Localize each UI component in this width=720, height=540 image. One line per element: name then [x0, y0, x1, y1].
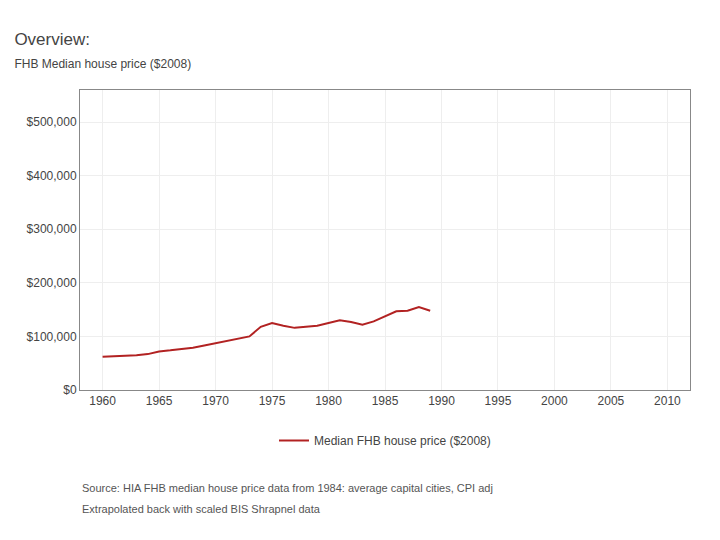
- svg-text:$0: $0: [63, 383, 77, 397]
- svg-text:2005: 2005: [598, 394, 625, 408]
- svg-text:FHB Median house price ($2008): FHB Median house price ($2008): [14, 57, 191, 71]
- svg-text:Median FHB house price ($2008): Median FHB house price ($2008): [314, 434, 491, 448]
- svg-text:$400,000: $400,000: [27, 169, 77, 183]
- svg-text:1960: 1960: [89, 394, 116, 408]
- svg-text:1995: 1995: [485, 394, 512, 408]
- svg-text:1990: 1990: [428, 394, 455, 408]
- svg-text:Source: HIA FHB median house p: Source: HIA FHB median house price data …: [82, 482, 493, 494]
- svg-text:$500,000: $500,000: [27, 115, 77, 129]
- svg-text:Overview:: Overview:: [14, 30, 90, 49]
- svg-text:$200,000: $200,000: [27, 276, 77, 290]
- svg-text:$100,000: $100,000: [27, 330, 77, 344]
- svg-text:1985: 1985: [372, 394, 399, 408]
- svg-text:Extrapolated back with scaled: Extrapolated back with scaled BIS Shrapn…: [82, 503, 321, 515]
- svg-text:1980: 1980: [315, 394, 342, 408]
- svg-text:1970: 1970: [202, 394, 229, 408]
- svg-text:2010: 2010: [654, 394, 681, 408]
- svg-text:1965: 1965: [146, 394, 173, 408]
- svg-text:2000: 2000: [541, 394, 568, 408]
- svg-text:1975: 1975: [259, 394, 286, 408]
- svg-text:$300,000: $300,000: [27, 222, 77, 236]
